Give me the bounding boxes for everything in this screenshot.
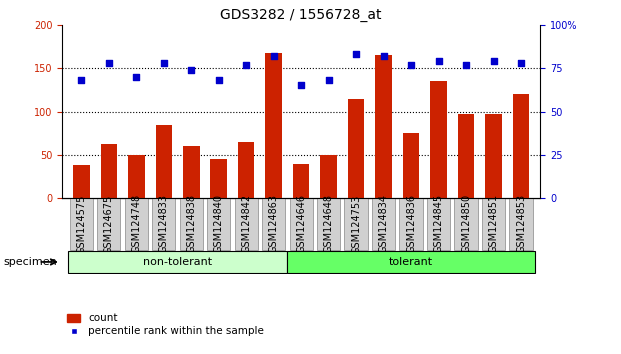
FancyBboxPatch shape <box>372 198 396 250</box>
Point <box>241 62 251 68</box>
Bar <box>403 133 419 198</box>
FancyBboxPatch shape <box>97 198 120 250</box>
FancyBboxPatch shape <box>455 198 478 250</box>
FancyBboxPatch shape <box>235 198 258 250</box>
Text: GSM124850: GSM124850 <box>461 194 471 253</box>
Point <box>433 58 443 64</box>
Text: tolerant: tolerant <box>389 257 433 267</box>
Text: GSM124575: GSM124575 <box>76 194 86 253</box>
Text: specimen: specimen <box>3 257 57 267</box>
Bar <box>183 146 199 198</box>
Bar <box>265 52 282 198</box>
Point <box>186 67 196 73</box>
Point <box>379 53 389 59</box>
Point <box>516 60 526 66</box>
Bar <box>73 165 89 198</box>
Point <box>406 62 416 68</box>
Point <box>159 60 169 66</box>
FancyBboxPatch shape <box>509 198 533 250</box>
Bar <box>320 155 337 198</box>
Text: GSM124646: GSM124646 <box>296 194 306 253</box>
Bar <box>485 114 502 198</box>
Bar <box>155 125 172 198</box>
Bar <box>128 155 145 198</box>
Text: GSM124853: GSM124853 <box>516 194 526 253</box>
Text: GSM124675: GSM124675 <box>104 194 114 253</box>
FancyBboxPatch shape <box>345 198 368 250</box>
Text: GSM124748: GSM124748 <box>131 194 142 253</box>
FancyBboxPatch shape <box>289 198 313 250</box>
FancyBboxPatch shape <box>288 251 535 273</box>
FancyBboxPatch shape <box>207 198 230 250</box>
Bar <box>101 144 117 198</box>
FancyBboxPatch shape <box>399 198 423 250</box>
Bar <box>375 55 392 198</box>
Bar <box>211 159 227 198</box>
FancyBboxPatch shape <box>179 198 203 250</box>
Bar <box>458 114 474 198</box>
Bar <box>293 164 309 198</box>
Bar <box>238 142 255 198</box>
Text: GSM124838: GSM124838 <box>186 194 196 253</box>
Text: GSM124753: GSM124753 <box>351 194 361 253</box>
Bar <box>430 81 447 198</box>
FancyBboxPatch shape <box>70 198 93 250</box>
FancyBboxPatch shape <box>482 198 505 250</box>
Point <box>214 78 224 83</box>
Bar <box>348 98 365 198</box>
Legend: count, percentile rank within the sample: count, percentile rank within the sample <box>67 313 264 336</box>
Title: GDS3282 / 1556728_at: GDS3282 / 1556728_at <box>220 8 382 22</box>
Point <box>324 78 333 83</box>
Text: GSM124648: GSM124648 <box>324 194 333 253</box>
Point <box>269 53 279 59</box>
Text: GSM124834: GSM124834 <box>379 194 389 253</box>
Point <box>461 62 471 68</box>
Text: GSM124833: GSM124833 <box>159 194 169 253</box>
Text: GSM124845: GSM124845 <box>433 194 443 253</box>
FancyBboxPatch shape <box>68 251 288 273</box>
Point <box>296 82 306 88</box>
Text: GSM124840: GSM124840 <box>214 194 224 253</box>
Text: GSM124842: GSM124842 <box>241 194 252 253</box>
FancyBboxPatch shape <box>317 198 340 250</box>
Point <box>489 58 499 64</box>
FancyBboxPatch shape <box>152 198 176 250</box>
Text: GSM124851: GSM124851 <box>489 194 499 253</box>
FancyBboxPatch shape <box>125 198 148 250</box>
Text: GSM124863: GSM124863 <box>269 194 279 253</box>
Text: GSM124836: GSM124836 <box>406 194 416 253</box>
Bar <box>513 94 529 198</box>
FancyBboxPatch shape <box>262 198 286 250</box>
FancyBboxPatch shape <box>427 198 450 250</box>
Text: non-tolerant: non-tolerant <box>143 257 212 267</box>
Point <box>76 78 86 83</box>
Point <box>351 51 361 57</box>
Point <box>131 74 141 80</box>
Point <box>104 60 114 66</box>
